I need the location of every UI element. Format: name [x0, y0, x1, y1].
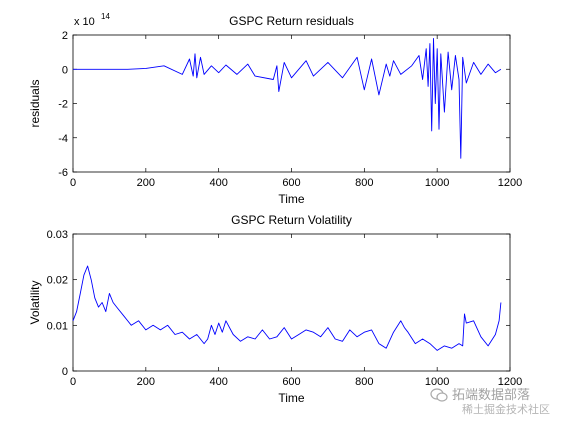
series-line: [72, 265, 502, 351]
y-tick-label: 0: [62, 366, 68, 378]
y-tick-label: 0.01: [47, 320, 68, 332]
x-tick-label: 400: [209, 376, 227, 388]
x-tick-label: 800: [355, 376, 373, 388]
x-tick-label: 1000: [425, 177, 449, 189]
x-tick-label: 0: [70, 177, 76, 189]
x-tick-label: 600: [282, 376, 300, 388]
x-tick-label: 200: [137, 376, 155, 388]
y-tick-label: 0: [62, 64, 68, 76]
x-tick-label: 600: [282, 177, 300, 189]
plot-area: [72, 34, 511, 173]
y-exponent-power: 14: [101, 12, 110, 21]
y-tick-label: -4: [58, 133, 68, 145]
x-tick-label: 400: [209, 177, 227, 189]
y-tick-label: 0.02: [47, 275, 68, 287]
wechat-icon: [430, 388, 448, 402]
x-tick-label: 1200: [498, 376, 522, 388]
y-tick-label: -2: [58, 99, 68, 111]
x-axis-label: Time: [278, 391, 305, 405]
y-axis-label: residuals: [28, 79, 42, 127]
y-tick-label: 0.03: [47, 229, 68, 241]
watermark-line2: 稀土掘金技术社区: [462, 403, 550, 416]
series-line: [73, 37, 502, 159]
chart-title: GSPC Return Volatility: [231, 213, 352, 227]
watermark-line1: 拓端数据部落: [452, 388, 531, 403]
x-tick-label: 1200: [498, 177, 522, 189]
y-tick-label: 2: [62, 30, 68, 42]
x-axis-label: Time: [278, 192, 305, 206]
y-exponent-label: x 10: [74, 16, 95, 28]
x-tick-label: 200: [137, 177, 155, 189]
y-axis-label: Volatility: [28, 280, 42, 324]
y-tick-label: -6: [58, 167, 68, 179]
residuals-axes: 0 200 400 600 800 1000 1200 -6 -4 -2 0 2 GSPC Return…: [28, 12, 522, 206]
x-tick-label: 0: [70, 376, 76, 388]
x-tick-label: 800: [355, 177, 373, 189]
x-tick-label: 1000: [425, 376, 449, 388]
watermark: 拓端数据部落 稀土掘金技术社区: [426, 382, 556, 418]
volatility-axes: 0 200 400 600 800 1000 1200 0 0.01 0.02 0.03 GSPC R…: [28, 213, 522, 405]
plot-area: [72, 233, 511, 372]
chart-title: GSPC Return residuals: [229, 14, 354, 28]
